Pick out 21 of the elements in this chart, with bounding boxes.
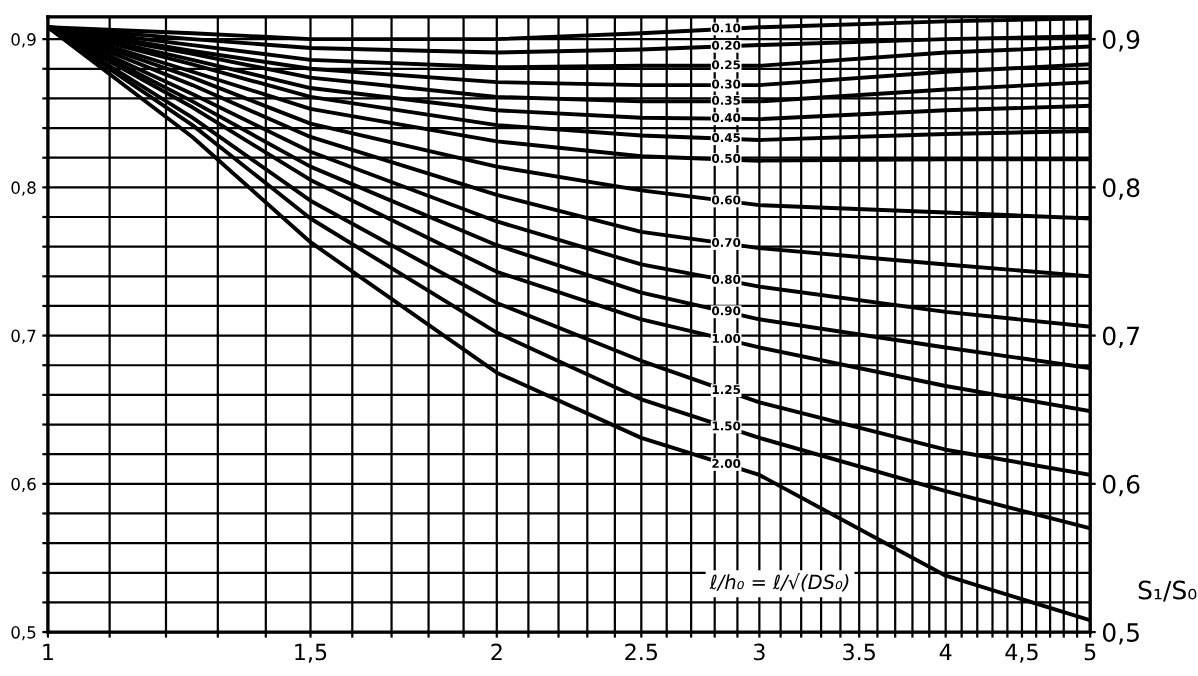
- y2-tick-label: 0,9: [1102, 30, 1140, 52]
- x-tick-label: 5: [1084, 643, 1096, 661]
- x-tick-label: 1,5: [295, 643, 327, 663]
- x-tick-label: 4,5: [1005, 643, 1038, 663]
- x-tick-label: 2: [491, 643, 502, 661]
- y2-tick-label: 0,6: [1102, 474, 1140, 497]
- x-tick-label: 3: [754, 643, 765, 661]
- y2-tick-label: 0,8: [1102, 178, 1140, 200]
- annotation: ℓ/h₀ = ℓ/√(DS₀): [709, 573, 849, 592]
- x-tick-label: 2.5: [625, 643, 658, 661]
- x-tick-label: 1: [43, 643, 53, 661]
- y-tick-label: 0,7: [11, 329, 36, 344]
- x-tick-label: 4: [939, 643, 952, 661]
- y-tick-label: 0,5: [11, 626, 36, 641]
- y-tick-label: 0,8: [11, 181, 36, 196]
- y2-tick-label: 0,7: [1102, 326, 1139, 348]
- x-tick-label: 3.5: [843, 643, 875, 661]
- y-tick-label: 0,9: [11, 33, 36, 48]
- y-tick-label: 0,6: [11, 477, 36, 493]
- y2-tick-label: 0,5: [1102, 623, 1139, 645]
- y2-axis-title: S₁/S₀: [1138, 580, 1197, 602]
